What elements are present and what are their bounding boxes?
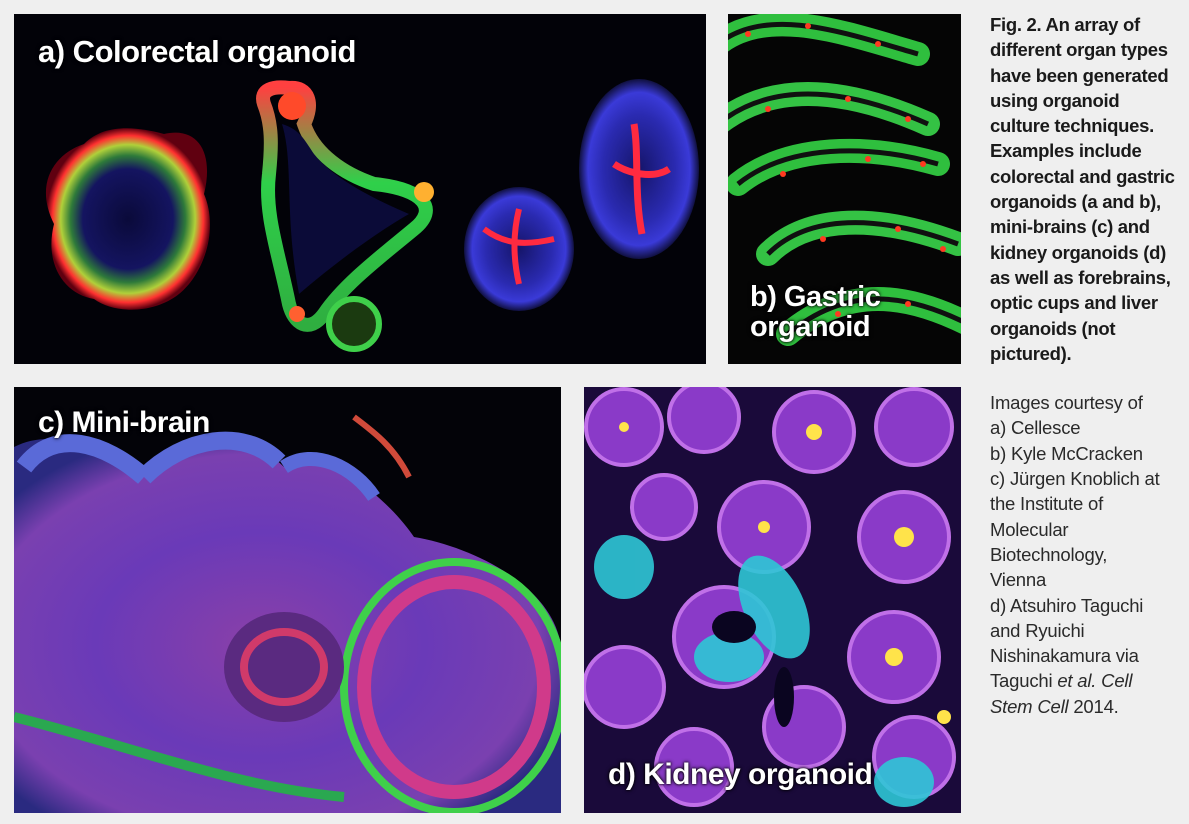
credit-d-line2: and Ryuichi — [990, 619, 1085, 641]
credit-c-line1: c) Jürgen Knoblich at — [990, 468, 1160, 490]
credit-c-line3: Molecular — [990, 518, 1069, 540]
caption-text: Fig. 2. An array of different organ type… — [990, 14, 1175, 364]
panel-b-label-line1: b) Gastric — [750, 281, 881, 313]
kidney-organoid-image: d) Kidney organoid — [584, 387, 961, 813]
credit-d-line1: d) Atsuhiro Taguchi — [990, 594, 1144, 616]
credit-d-line4: Taguchi et al. Cell — [990, 668, 1182, 693]
panel-b-label-line2: organoid — [750, 311, 871, 344]
gastric-organoid-image: b) Gastric organoid — [728, 14, 961, 364]
credit-c-line4: Biotechnology, — [990, 543, 1108, 565]
credits-heading: Images courtesy of — [990, 392, 1143, 414]
panel-d-label: d) Kidney organoid — [608, 758, 873, 791]
colorectal-organoid-image: a) Colorectal organoid — [14, 14, 706, 364]
credit-d-line5-italic: Stem Cell — [990, 695, 1069, 717]
figure-caption: Fig. 2. An array of different organ type… — [990, 12, 1182, 719]
mini-brain-illustration — [14, 387, 561, 813]
credit-b: b) Kyle McCracken — [990, 442, 1143, 464]
credit-d-line3: Nishinakamura via — [990, 645, 1139, 667]
credit-c-line2: the Institute of — [990, 493, 1104, 515]
panel-b-label: b) Gastric organoid — [750, 282, 950, 343]
kidney-organoid-illustration — [584, 387, 961, 813]
panel-c-label: c) Mini-brain — [38, 406, 210, 439]
gastric-organoid-illustration — [728, 14, 961, 364]
credit-d-line4-plain: Taguchi — [990, 670, 1058, 692]
colorectal-organoid-illustration — [14, 14, 706, 364]
credit-d-line4-italic: et al. Cell — [1057, 670, 1133, 692]
credit-c-line5: Vienna — [990, 569, 1047, 591]
image-credits: Images courtesy of a) Cellesce b) Kyle M… — [990, 390, 1182, 719]
panel-a-label: a) Colorectal organoid — [38, 34, 356, 69]
credit-d-line5-plain: 2014. — [1068, 695, 1119, 717]
credit-d-line5: Stem Cell 2014. — [990, 694, 1182, 719]
mini-brain-image: c) Mini-brain — [14, 387, 561, 813]
credit-a: a) Cellesce — [990, 417, 1081, 439]
